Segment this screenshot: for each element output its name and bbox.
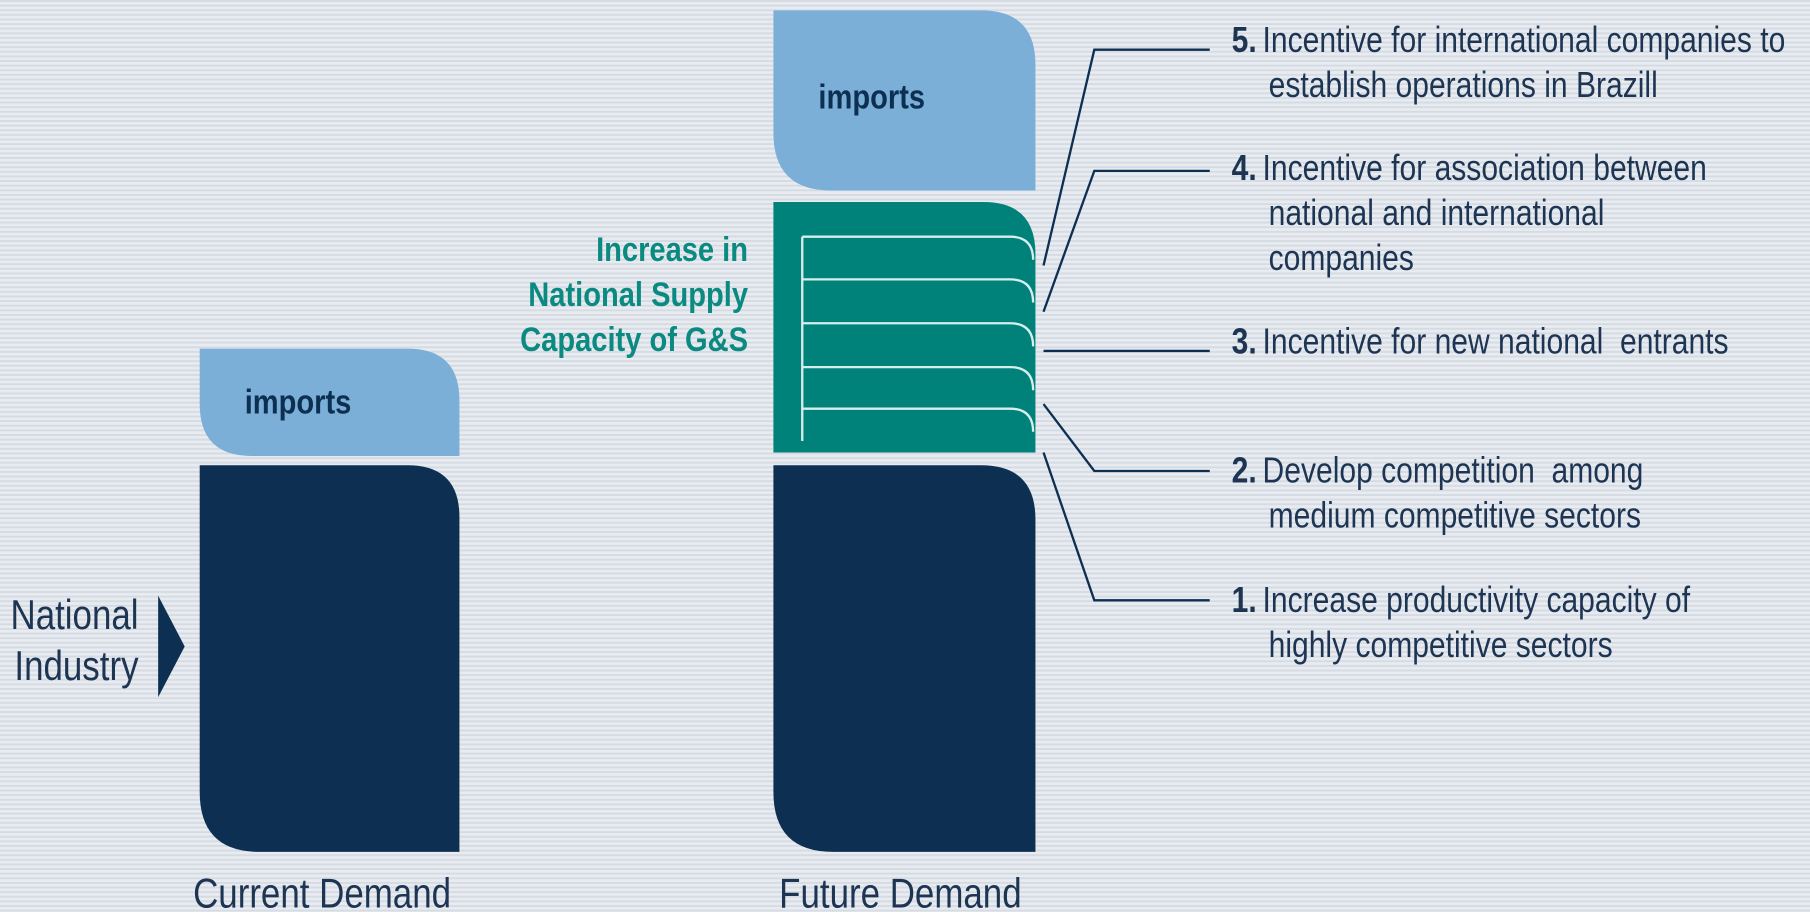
measure-text: medium competitive sectors — [1269, 496, 1641, 536]
measure-line: establish operations in Brazill — [1269, 66, 1658, 106]
measure-text: 2. Develop competition among — [1232, 451, 1644, 491]
measure-text: 1. Increase productivity capacity of — [1232, 580, 1691, 620]
measure-line: medium competitive sectors — [1269, 496, 1641, 536]
measure-line: Incentive for new national entrants — [1263, 322, 1729, 362]
measure-number: 3. — [1232, 322, 1257, 362]
imports-block — [773, 10, 1036, 191]
side-label: National — [10, 592, 138, 639]
imports-block — [199, 348, 460, 456]
column-label: Current Demand — [193, 871, 451, 912]
column-label-group: Future Demand — [779, 871, 1021, 912]
measure-group: national and international — [1269, 194, 1605, 234]
national-block — [773, 465, 1036, 852]
measure-group: 3. Incentive for new national entrants — [1232, 322, 1729, 362]
measure-text: 5. Incentive for international companies … — [1232, 21, 1786, 61]
increase-label: Increase in — [596, 230, 748, 269]
measure-line: Incentive for international companies to — [1263, 21, 1786, 61]
measure-line: Increase productivity capacity of — [1263, 580, 1691, 620]
measure-group: 2. Develop competition among — [1232, 451, 1644, 491]
increase-label-group: Capacity of G&S — [520, 320, 748, 359]
side-label-group: Industry — [14, 643, 139, 690]
increase-label-group: Increase in — [596, 230, 748, 269]
measure-group: medium competitive sectors — [1269, 496, 1641, 536]
imports-label-group: imports — [818, 77, 925, 116]
measure-text: highly competitive sectors — [1269, 625, 1613, 665]
imports-label: imports — [245, 382, 352, 421]
side-label-group: National — [10, 592, 138, 639]
measure-number: 1. — [1232, 580, 1257, 620]
column-label-group: Current Demand — [193, 871, 451, 912]
increase-label-group: National Supply — [528, 275, 748, 314]
measure-group: 4. Incentive for association between — [1232, 149, 1707, 189]
measure-group: companies — [1269, 239, 1414, 279]
measure-line: companies — [1269, 239, 1414, 279]
increase-lines — [801, 235, 1035, 441]
measure-line: Develop competition among — [1263, 451, 1644, 491]
measure-number: 2. — [1232, 451, 1257, 491]
measure-number: 5. — [1232, 21, 1257, 61]
measure-text: 4. Incentive for association between — [1232, 149, 1707, 189]
measure-group: 1. Increase productivity capacity of — [1232, 580, 1691, 620]
measure-text: establish operations in Brazill — [1269, 66, 1658, 106]
imports-label-group: imports — [245, 382, 352, 421]
measure-line: Incentive for association between — [1263, 149, 1707, 189]
measure-group: establish operations in Brazill — [1269, 66, 1658, 106]
side-label: Industry — [14, 643, 139, 690]
texts: Current Demand imports Future Demand import… — [10, 21, 1785, 912]
increase-label: National Supply — [528, 275, 748, 314]
measure-text: national and international — [1269, 194, 1605, 234]
increase-block — [773, 202, 1036, 453]
measure-text: 3. Incentive for new national entrants — [1232, 322, 1729, 362]
connectors — [1042, 48, 1210, 602]
measure-text: companies — [1269, 239, 1414, 279]
arrow — [158, 595, 185, 698]
imports-label: imports — [818, 77, 925, 116]
increase-label: Capacity of G&S — [520, 320, 748, 359]
national-block — [199, 465, 460, 852]
measure-group: highly competitive sectors — [1269, 625, 1613, 665]
column-label: Future Demand — [779, 871, 1021, 912]
measure-line: national and international — [1269, 194, 1605, 234]
measure-line: highly competitive sectors — [1269, 625, 1613, 665]
measure-group: 5. Incentive for international companies … — [1232, 21, 1786, 61]
measure-number: 4. — [1232, 149, 1257, 189]
